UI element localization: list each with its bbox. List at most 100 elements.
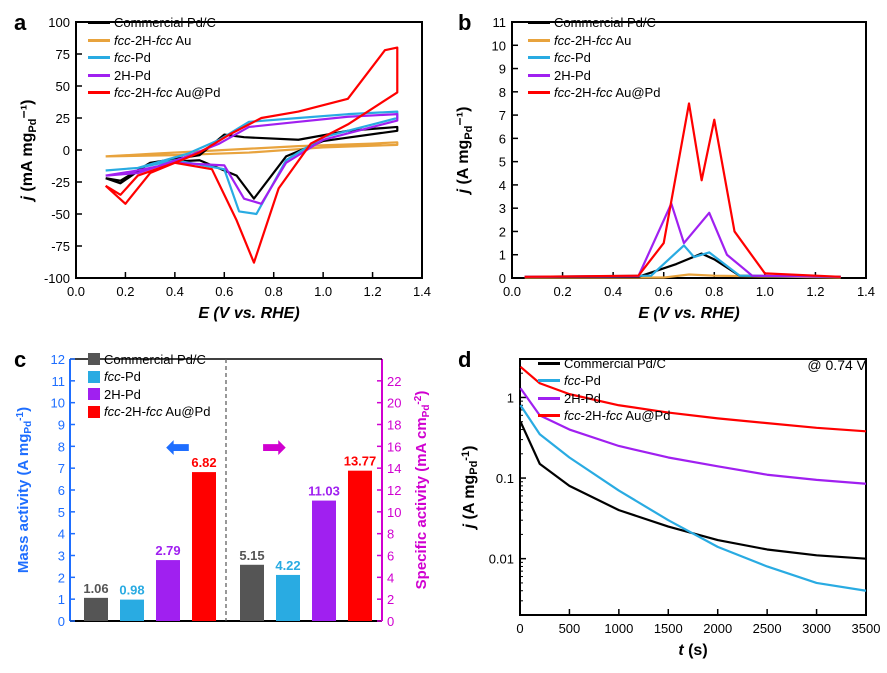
svg-text:0.98: 0.98: [119, 582, 144, 597]
svg-text:t (s): t (s): [678, 642, 707, 659]
svg-text:-50: -50: [51, 207, 70, 222]
svg-text:1000: 1000: [604, 621, 633, 636]
svg-text:1.4: 1.4: [413, 284, 431, 299]
svg-text:0: 0: [499, 271, 506, 286]
svg-text:8: 8: [387, 526, 394, 541]
svg-text:25: 25: [56, 111, 70, 126]
svg-text:1.4: 1.4: [857, 284, 875, 299]
svg-text:j (A mgPd-1): j (A mgPd-1): [460, 445, 480, 530]
svg-text:0: 0: [63, 143, 70, 158]
svg-text:1.2: 1.2: [364, 284, 382, 299]
svg-text:E (V vs. RHE): E (V vs. RHE): [198, 305, 299, 322]
svg-text:14: 14: [387, 461, 401, 476]
svg-text:11: 11: [52, 373, 66, 388]
panel-b: b 0.00.20.40.60.81.01.21.401234567891011…: [444, 0, 887, 337]
svg-text:10: 10: [51, 395, 65, 410]
svg-text:0.0: 0.0: [503, 284, 521, 299]
panel-d-label: d: [458, 347, 471, 373]
svg-text:2: 2: [499, 224, 506, 239]
svg-text:0.8: 0.8: [265, 284, 283, 299]
legend-a: Commercial Pd/Cfcc-2H-fcc Aufcc-Pd2H-Pdf…: [88, 14, 220, 102]
svg-text:10: 10: [387, 504, 401, 519]
svg-text:j (mA mgPd⁻¹): j (mA mgPd⁻¹): [19, 99, 39, 202]
svg-text:2.79: 2.79: [155, 543, 180, 558]
svg-text:9: 9: [499, 62, 506, 77]
svg-text:-25: -25: [51, 175, 70, 190]
svg-text:0: 0: [516, 621, 523, 636]
svg-text:6: 6: [499, 131, 506, 146]
svg-text:13.77: 13.77: [344, 453, 377, 468]
svg-text:100: 100: [48, 15, 70, 30]
svg-text:Specific activity (mA cmPd-2): Specific activity (mA cmPd-2): [413, 390, 432, 589]
svg-text:22: 22: [387, 373, 401, 388]
svg-text:0.2: 0.2: [554, 284, 572, 299]
panel-a: a 0.00.20.40.60.81.01.21.4-100-75-50-250…: [0, 0, 444, 337]
legend-b: Commercial Pd/Cfcc-2H-fcc Aufcc-Pd2H-Pdf…: [528, 14, 660, 102]
svg-text:1: 1: [499, 248, 506, 263]
svg-text:E (V vs. RHE): E (V vs. RHE): [638, 305, 739, 322]
chart-b: 0.00.20.40.60.81.01.21.401234567891011E …: [452, 8, 880, 328]
svg-text:-75: -75: [51, 239, 70, 254]
svg-text:1.2: 1.2: [806, 284, 824, 299]
svg-text:3: 3: [499, 201, 506, 216]
svg-text:12: 12: [51, 352, 65, 367]
panel-d: d 0 500 1000 1500 2000 2500 3000 3500 0.01 0.1 1 t …: [444, 337, 887, 673]
svg-text:8: 8: [58, 439, 65, 454]
svg-text:3: 3: [58, 548, 65, 563]
chart-c: 01234567891011120246810121416182022Mass …: [8, 345, 436, 665]
svg-text:3500: 3500: [852, 621, 880, 636]
svg-text:1.06: 1.06: [83, 580, 108, 595]
svg-text:6: 6: [58, 483, 65, 498]
svg-text:5: 5: [499, 155, 506, 170]
svg-text:0.01: 0.01: [489, 551, 514, 566]
svg-text:j (A mgPd⁻¹): j (A mgPd⁻¹): [455, 107, 475, 196]
svg-text:7: 7: [499, 108, 506, 123]
svg-text:75: 75: [56, 47, 70, 62]
svg-text:1500: 1500: [654, 621, 683, 636]
svg-text:0.1: 0.1: [496, 471, 514, 486]
svg-text:2000: 2000: [703, 621, 732, 636]
annotation-d: @ 0.74 V: [807, 357, 866, 373]
svg-text:1.0: 1.0: [756, 284, 774, 299]
svg-text:➡: ➡: [261, 431, 286, 464]
svg-text:500: 500: [559, 621, 581, 636]
svg-text:16: 16: [387, 439, 401, 454]
svg-text:12: 12: [387, 483, 401, 498]
panel-a-label: a: [14, 10, 26, 36]
svg-text:20: 20: [387, 395, 401, 410]
svg-text:5: 5: [58, 504, 65, 519]
svg-text:2: 2: [58, 570, 65, 585]
svg-text:7: 7: [58, 461, 65, 476]
svg-text:0.4: 0.4: [604, 284, 622, 299]
svg-text:⬅: ⬅: [165, 431, 190, 464]
svg-text:5.15: 5.15: [239, 547, 264, 562]
svg-text:4.22: 4.22: [275, 557, 300, 572]
legend-d: Commercial Pd/Cfcc-Pd2H-Pdfcc-2H-fcc Au@…: [538, 355, 670, 425]
svg-text:11: 11: [493, 15, 507, 30]
svg-text:4: 4: [387, 570, 394, 585]
panel-c-label: c: [14, 347, 26, 373]
svg-text:0: 0: [58, 614, 65, 629]
svg-text:2: 2: [387, 592, 394, 607]
svg-text:2500: 2500: [753, 621, 782, 636]
svg-text:6: 6: [387, 548, 394, 563]
svg-text:1: 1: [507, 390, 514, 405]
svg-text:4: 4: [58, 526, 65, 541]
svg-text:-100: -100: [44, 271, 70, 286]
svg-text:1.0: 1.0: [314, 284, 332, 299]
chart-a: 0.00.20.40.60.81.01.21.4-100-75-50-25025…: [8, 8, 436, 328]
svg-text:0.2: 0.2: [116, 284, 134, 299]
svg-text:4: 4: [499, 178, 506, 193]
svg-text:3000: 3000: [802, 621, 831, 636]
svg-text:1: 1: [58, 592, 65, 607]
svg-text:0.6: 0.6: [215, 284, 233, 299]
svg-text:10: 10: [492, 38, 506, 53]
svg-text:11.03: 11.03: [308, 483, 340, 498]
svg-text:18: 18: [387, 417, 401, 432]
panel-b-label: b: [458, 10, 471, 36]
legend-c: Commercial Pd/Cfcc-Pd2H-Pdfcc-2H-fcc Au@…: [88, 351, 210, 421]
svg-text:6.82: 6.82: [191, 455, 216, 470]
svg-text:Mass activity (A mgPd-1): Mass activity (A mgPd-1): [15, 406, 34, 572]
panel-c: c 01234567891011120246810121416182022Mas…: [0, 337, 444, 673]
svg-text:50: 50: [56, 79, 70, 94]
